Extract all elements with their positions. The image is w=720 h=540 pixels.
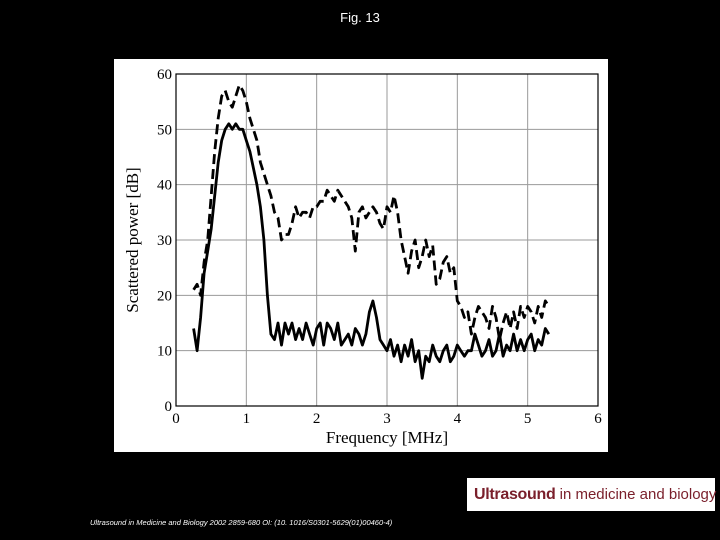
y-tick-label-0: 0 (165, 399, 173, 415)
y-tick-label-2: 20 (157, 288, 172, 304)
plot-frame (175, 73, 599, 407)
slide-title: Fig. 13 (340, 10, 380, 25)
y-tick-label-6: 60 (157, 67, 172, 83)
x-axis-label: Frequency [MHz] (326, 428, 448, 447)
citation-text: Ultrasound in Medicine and Biology 2002 … (90, 518, 393, 527)
x-tick-label-3: 3 (383, 411, 391, 427)
dashed-series-line (192, 83, 550, 342)
logo-bold-text: Ultrasound (474, 485, 556, 503)
series-lines (192, 83, 550, 380)
y-tick-label-4: 40 (157, 178, 172, 194)
logo-rest-text: in medicine and biology (555, 485, 717, 503)
solid-series-line (192, 122, 550, 380)
grid-lines (176, 74, 598, 406)
x-tick-label-6: 6 (594, 411, 602, 427)
journal-logo-text: Ultrasound in medicine and biology (474, 485, 717, 503)
figure-panel: 0 1 2 3 4 5 6 0 10 20 30 40 50 60 Frequency [MHz] Sca… (114, 59, 608, 452)
y-tick-label-5: 50 (157, 122, 172, 138)
x-tick-label-0: 0 (172, 411, 180, 427)
y-tick-label-1: 10 (157, 344, 172, 360)
x-tick-label-1: 1 (243, 411, 251, 427)
y-axis-label: Scattered power [dB] (123, 167, 142, 312)
x-tick-label-2: 2 (313, 411, 321, 427)
x-tick-label-4: 4 (454, 411, 462, 427)
y-tick-label-3: 30 (157, 233, 172, 249)
journal-logo: Ultrasound in medicine and biology (467, 478, 717, 511)
x-tick-label-5: 5 (524, 411, 532, 427)
